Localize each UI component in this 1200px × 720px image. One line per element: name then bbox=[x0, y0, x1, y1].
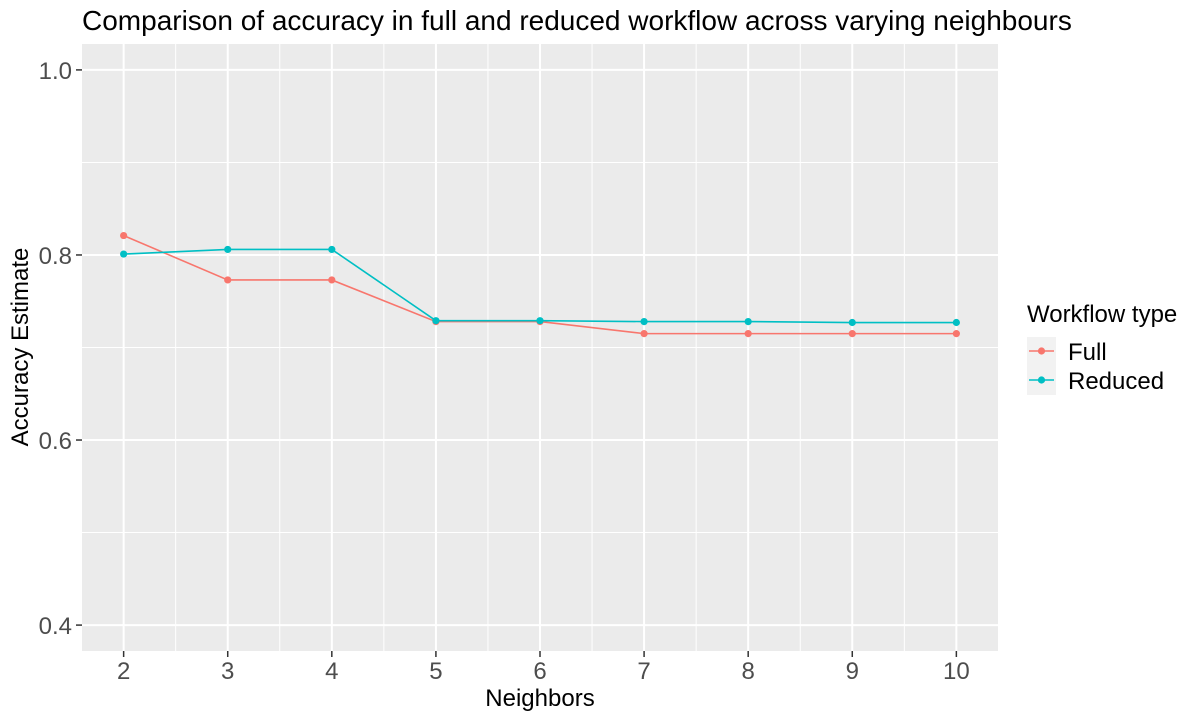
data-point-full bbox=[744, 330, 752, 338]
x-tick-label: 2 bbox=[117, 658, 130, 685]
series-points bbox=[120, 231, 960, 338]
data-point-reduced bbox=[120, 250, 128, 258]
y-axis-title: Accuracy Estimate bbox=[7, 248, 34, 447]
data-point-reduced bbox=[952, 318, 960, 327]
x-tick-label: 5 bbox=[429, 658, 442, 685]
legend-label: Full bbox=[1068, 339, 1107, 366]
data-point-full bbox=[328, 276, 336, 284]
x-tick-label: 7 bbox=[637, 658, 650, 685]
y-tick-label: 1.0 bbox=[39, 58, 72, 85]
data-point-reduced bbox=[432, 317, 440, 325]
data-point-reduced bbox=[848, 318, 856, 327]
x-tick-label: 6 bbox=[533, 658, 546, 685]
legend-item-full: Full bbox=[1027, 337, 1107, 366]
data-point-full bbox=[952, 330, 960, 338]
data-point-full bbox=[848, 330, 856, 338]
legend-key-point bbox=[1037, 347, 1046, 355]
data-point-reduced bbox=[328, 245, 336, 254]
x-tick-label: 9 bbox=[846, 658, 859, 685]
data-point-full bbox=[224, 276, 232, 284]
y-tick-label: 0.8 bbox=[39, 243, 72, 270]
data-point-reduced bbox=[744, 317, 752, 326]
x-tick-label: 8 bbox=[742, 658, 755, 685]
legend-key-point bbox=[1037, 376, 1046, 384]
x-tick-label: 3 bbox=[221, 658, 234, 685]
x-tick-label: 4 bbox=[325, 658, 338, 685]
data-point-full bbox=[640, 330, 648, 338]
chart-title: Comparison of accuracy in full and reduc… bbox=[82, 5, 1072, 36]
data-point-reduced bbox=[224, 245, 232, 254]
major-gridlines bbox=[82, 44, 998, 651]
data-point-full bbox=[120, 231, 128, 240]
axis-ticks bbox=[76, 69, 958, 657]
x-axis-title: Neighbors bbox=[485, 685, 594, 712]
y-tick-label: 0.6 bbox=[39, 428, 72, 455]
legend-label: Reduced bbox=[1068, 368, 1164, 395]
y-tick-labels: 0.4 0.6 0.8 1.0 bbox=[39, 58, 72, 640]
x-tick-labels: 2 3 4 5 6 7 8 9 10 bbox=[117, 658, 970, 685]
y-tick-label: 0.4 bbox=[39, 613, 72, 640]
legend-title: Workflow type bbox=[1027, 301, 1177, 328]
x-tick-label: 10 bbox=[943, 658, 970, 685]
data-point-reduced bbox=[640, 317, 648, 326]
data-point-reduced bbox=[536, 317, 544, 325]
legend-item-reduced: Reduced bbox=[1027, 366, 1164, 395]
